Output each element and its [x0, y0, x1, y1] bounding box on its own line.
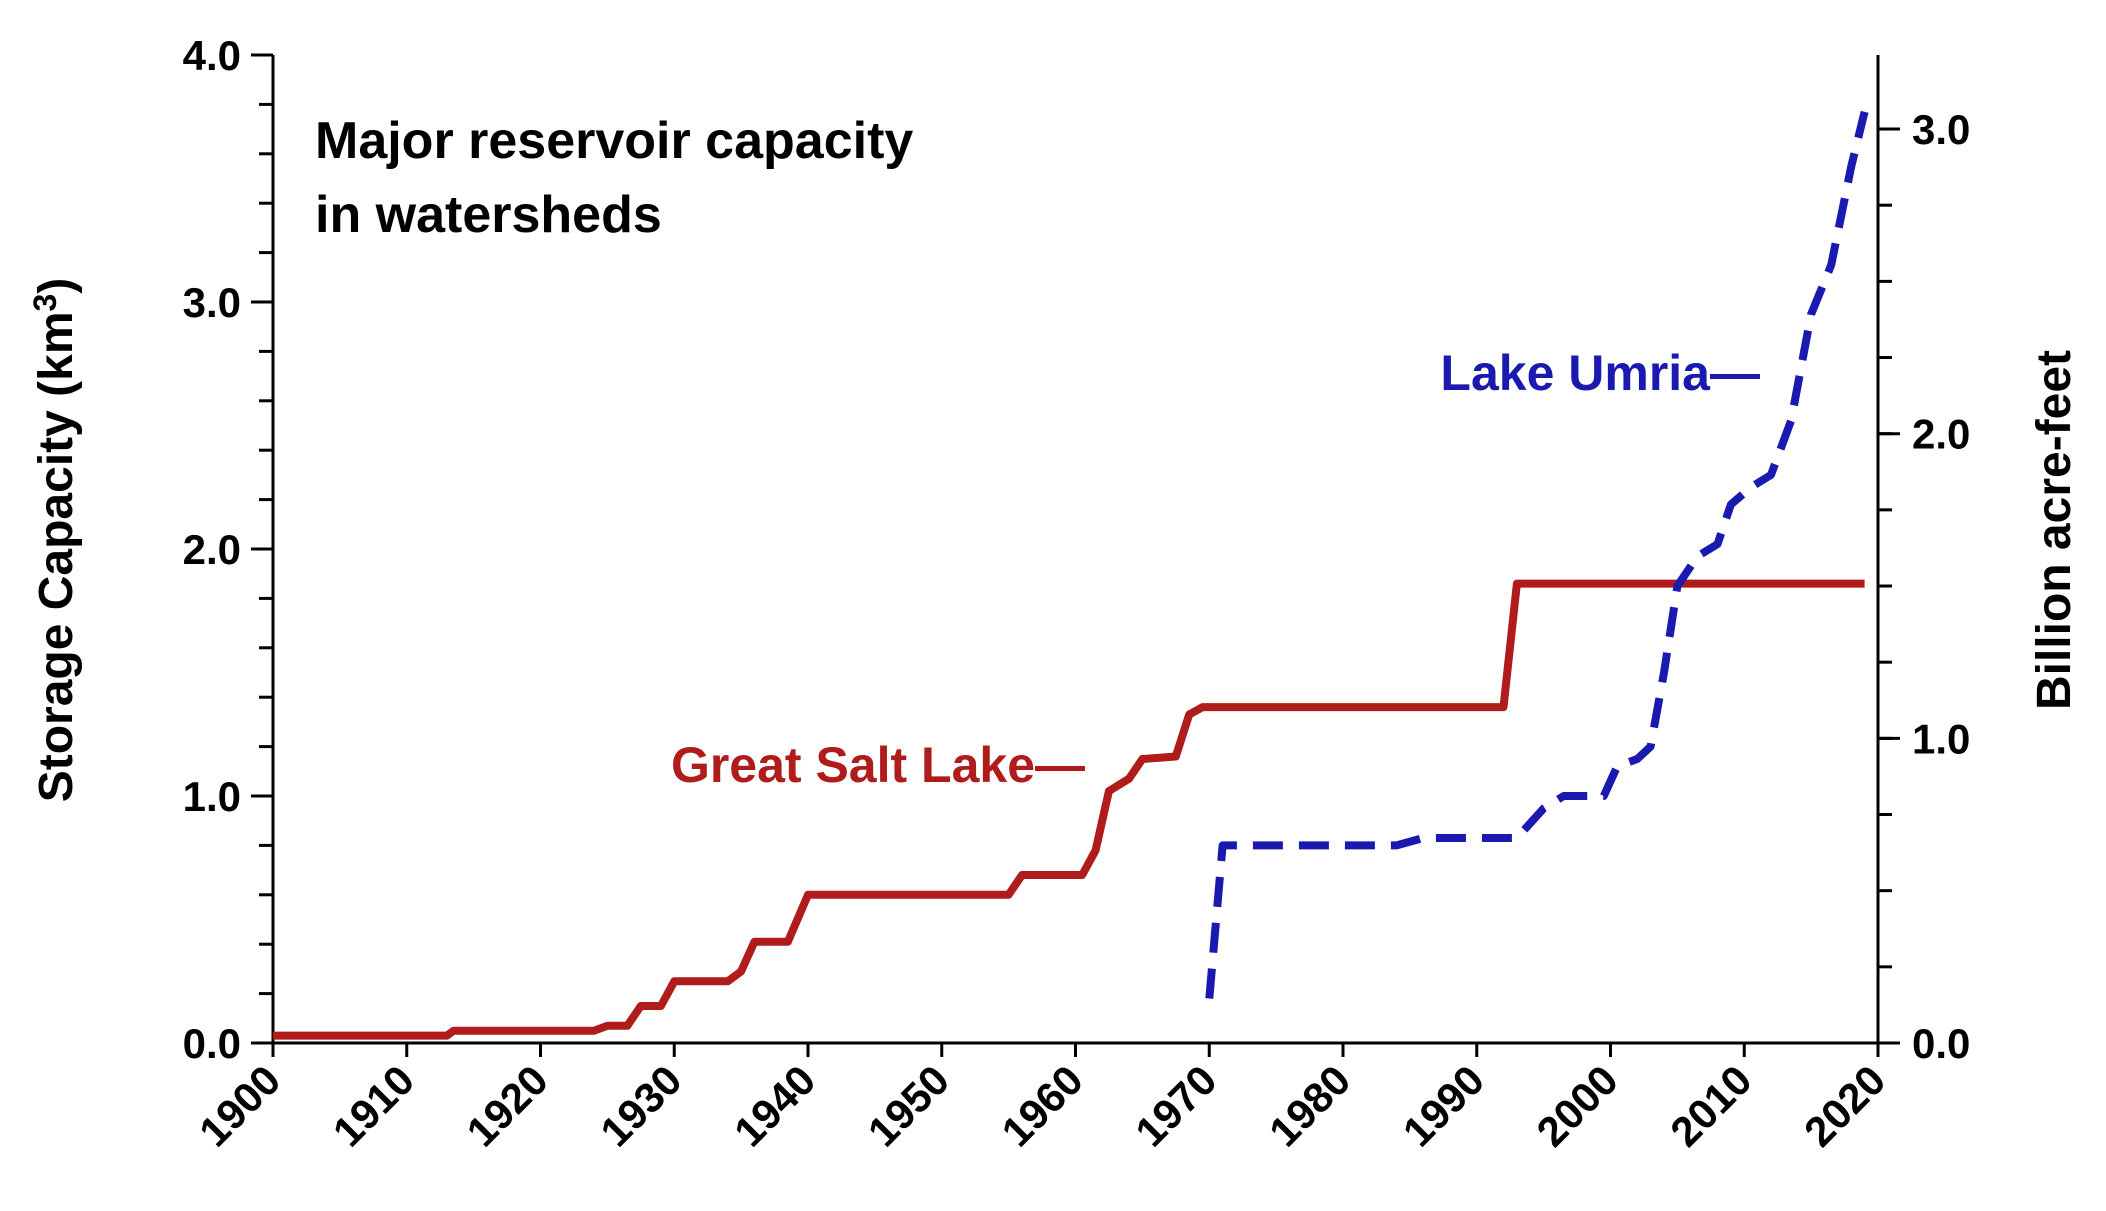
x-tick-label: 1970	[1126, 1056, 1225, 1155]
series-line-lake-umria	[1205, 110, 1869, 999]
y-tick-label: 4.0	[183, 32, 241, 79]
y2-tick-label: 0.0	[1912, 1020, 1970, 1067]
y2-tick-label: 3.0	[1912, 106, 1970, 153]
x-tick-label: 1950	[859, 1056, 958, 1155]
x-tick-label: 1900	[190, 1056, 289, 1155]
y2-tick-label: 1.0	[1912, 715, 1970, 762]
x-tick-label: 1960	[993, 1056, 1092, 1155]
x-tick-label: 1910	[324, 1056, 423, 1155]
y-tick-label: 0.0	[183, 1020, 241, 1067]
x-tick-label: 1940	[725, 1056, 824, 1155]
x-tick-label: 2010	[1661, 1056, 1760, 1155]
left-y-axis-ticks: 0.0 1.0 2.0 3.0 4.0	[183, 32, 273, 1067]
x-tick-label: 1990	[1394, 1056, 1493, 1155]
y-tick-label: 3.0	[183, 279, 241, 326]
series-label-lake-umria: Lake Umria—	[1440, 345, 1760, 401]
y-axis-title-superscript: 3	[27, 294, 63, 312]
chart-annotation-line-1: Major reservoir capacity	[315, 112, 913, 170]
right-y-axis-title: Billion acre-feet	[2028, 350, 2081, 710]
series-label-great-salt-lake: Great Salt Lake—	[671, 737, 1085, 793]
x-tick-label: 2000	[1528, 1056, 1627, 1155]
y-tick-label: 2.0	[183, 526, 241, 573]
y2-tick-label: 2.0	[1912, 411, 1970, 458]
x-tick-label: 1980	[1260, 1056, 1359, 1155]
x-tick-label: 2020	[1795, 1056, 1894, 1155]
y-tick-label: 1.0	[183, 773, 241, 820]
y-axis-title-suffix: )	[30, 278, 83, 294]
x-tick-label: 1930	[591, 1056, 690, 1155]
x-tick-label: 1920	[458, 1056, 557, 1155]
series-layer	[273, 110, 1869, 1040]
x-axis-ticks: 1900 1910 1920 1930 1940 1950 1960 1970 1980 1990…	[190, 1043, 1894, 1155]
chart-annotation-line-2: in watersheds	[315, 186, 662, 244]
y-axis-title: Storage Capacity (km3)	[27, 278, 83, 803]
right-y-axis-ticks: 0.0 1.0 2.0 3.0	[1878, 106, 1970, 1067]
series-line-great-salt-lake	[273, 579, 1865, 1040]
